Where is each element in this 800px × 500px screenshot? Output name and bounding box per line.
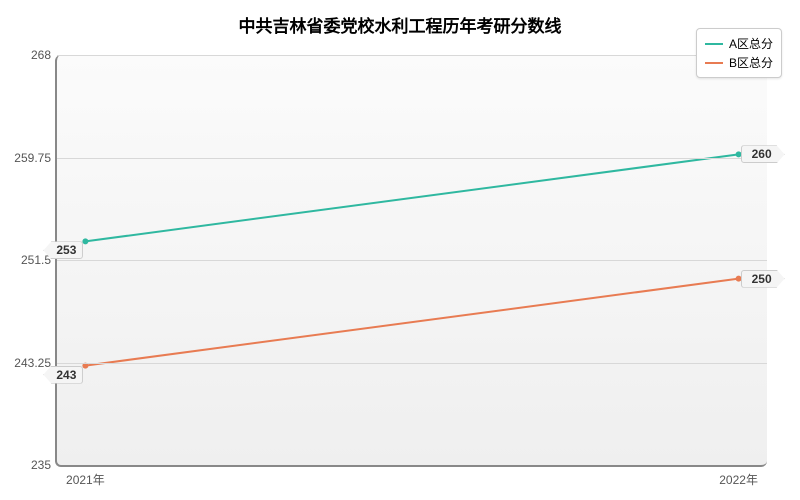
legend: A区总分 B区总分 [696,28,782,78]
legend-item-b: B区总分 [705,54,773,71]
x-tick-label: 2022年 [719,471,758,488]
legend-swatch-a [705,43,723,45]
y-tick-label: 268 [31,48,51,62]
y-tick-label: 235 [31,458,51,472]
data-label: 253 [43,241,83,259]
legend-item-a: A区总分 [705,35,773,52]
x-tick-label: 2021年 [66,471,105,488]
data-label: 250 [741,270,785,288]
gridline [57,260,767,261]
y-tick-label: 243.25 [14,356,51,370]
chart-title: 中共吉林省委党校水利工程历年考研分数线 [0,12,800,37]
data-label: 243 [43,366,83,384]
legend-label-a: A区总分 [729,35,773,52]
data-label: 260 [741,145,785,163]
legend-label-b: B区总分 [729,54,773,71]
gridline [57,55,767,56]
gridline [57,363,767,364]
legend-swatch-b [705,62,723,64]
y-tick-label: 259.75 [14,151,51,165]
plot-area: 235243.25251.5259.752682021年2022年2532602… [55,55,767,467]
gridline [57,158,767,159]
chart-container: 中共吉林省委党校水利工程历年考研分数线 235243.25251.5259.75… [0,0,800,500]
y-tick-label: 251.5 [21,253,51,267]
